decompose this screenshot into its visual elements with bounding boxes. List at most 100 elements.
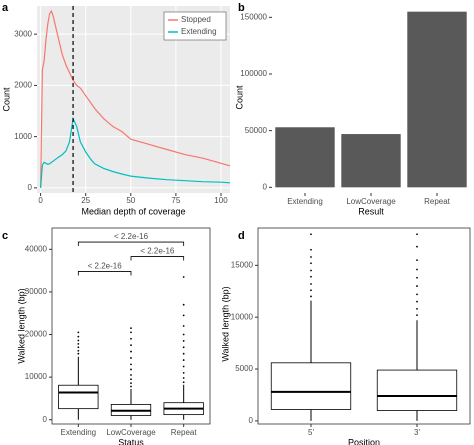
y-tick-label: 0: [43, 415, 48, 424]
panel: d Position Walked length (bp) 0 5000 10000 150…: [220, 227, 471, 445]
outlier: [182, 346, 185, 349]
significance-label: < 2.2e-16: [140, 247, 175, 256]
outlier: [416, 276, 418, 279]
outlier: [310, 233, 312, 236]
outlier: [182, 352, 185, 355]
y-tick-label: 15000: [231, 260, 254, 269]
outlier: [182, 325, 185, 327]
y-tick-label: 20000: [25, 330, 48, 339]
outlier: [130, 374, 132, 376]
outlier: [416, 293, 418, 296]
outlier: [130, 368, 132, 371]
outlier: [182, 276, 185, 278]
bar: [407, 11, 467, 188]
panel-label: a: [2, 2, 9, 14]
outlier: [416, 245, 418, 248]
box: [376, 369, 458, 411]
y-tick-label: 40000: [25, 244, 48, 253]
significance-bracket: [130, 256, 185, 261]
outlier: [310, 248, 312, 251]
outlier: [130, 337, 132, 340]
outlier: [130, 331, 132, 334]
outlier: [182, 359, 185, 361]
outlier: [130, 363, 132, 366]
outlier: [310, 256, 312, 258]
y-axis-label: Walked length (bp): [16, 288, 26, 363]
outlier: [416, 307, 418, 310]
outlier: [77, 352, 80, 355]
x-axis-label: Status: [118, 437, 144, 445]
outlier: [182, 314, 185, 317]
significance-label: < 2.2e-16: [114, 232, 149, 241]
outlier: [182, 333, 185, 336]
x-tick-label: 0: [38, 196, 43, 205]
outlier: [182, 340, 185, 342]
outlier: [416, 314, 418, 317]
x-axis-label: Result: [358, 206, 384, 216]
outlier: [77, 346, 80, 349]
outlier: [310, 275, 312, 278]
bar: [341, 134, 401, 188]
outlier: [182, 365, 185, 368]
bar: [275, 127, 335, 188]
outlier: [310, 269, 312, 272]
outlier: [310, 289, 312, 292]
y-tick-label: 10000: [25, 372, 48, 381]
legend-label: Extending: [181, 27, 217, 36]
outlier: [130, 350, 132, 353]
x-tick-label: LowCoverage: [346, 197, 396, 206]
outlier: [310, 295, 312, 298]
significance-bracket: [77, 241, 185, 247]
x-tick-label: Repeat: [171, 428, 198, 437]
outlier: [130, 382, 132, 384]
outlier: [77, 331, 80, 334]
panel-label: b: [238, 2, 245, 14]
x-tick-label: 3': [414, 428, 420, 437]
y-tick-label: 3000: [14, 29, 32, 38]
x-tick-label: 25: [81, 196, 90, 205]
x-tick-label: Extending: [61, 428, 97, 437]
outlier: [416, 300, 418, 303]
x-tick-label: 100: [214, 196, 228, 205]
outlier: [130, 344, 132, 347]
outlier: [416, 268, 418, 271]
plot-border: [257, 227, 471, 425]
outlier: [310, 262, 312, 265]
legend-box: [163, 11, 227, 41]
x-tick-label: 50: [126, 196, 135, 205]
x-axis-label: Position: [348, 437, 380, 445]
outlier: [310, 283, 312, 285]
outlier: [182, 303, 185, 306]
y-tick-label: 0: [263, 182, 268, 191]
y-axis-label: Walked length (bp): [220, 286, 230, 361]
significance-label: < 2.2e-16: [88, 262, 123, 271]
outlier: [77, 335, 80, 338]
x-tick-label: LowCoverage: [106, 428, 156, 437]
panel: b Result Count 0 50000 100000 150000 Extending L…: [234, 2, 470, 216]
y-tick-label: 1000: [14, 132, 32, 141]
outlier: [182, 377, 185, 379]
outlier: [77, 339, 80, 342]
y-tick-label: 50000: [245, 126, 268, 135]
outlier: [416, 259, 418, 262]
x-tick-label: Repeat: [424, 197, 451, 206]
outlier: [130, 385, 132, 388]
legend-label: Stopped: [181, 15, 211, 24]
y-tick-label: 10000: [231, 312, 254, 321]
outlier: [77, 349, 80, 352]
y-tick-label: 100000: [240, 69, 267, 78]
panel: c Status Walked length (bp) 0 10000 20000 3000…: [2, 227, 211, 445]
box: [58, 384, 99, 410]
outlier: [130, 378, 132, 381]
outlier: [416, 285, 418, 287]
outlier: [182, 371, 185, 374]
y-tick-label: 150000: [240, 12, 267, 21]
x-axis-label: Median depth of coverage: [81, 206, 185, 216]
panel-label: d: [238, 230, 245, 242]
outlier: [182, 381, 185, 384]
y-axis-label: Count: [1, 87, 11, 112]
line-series: [40, 9, 231, 188]
outlier: [130, 357, 132, 359]
